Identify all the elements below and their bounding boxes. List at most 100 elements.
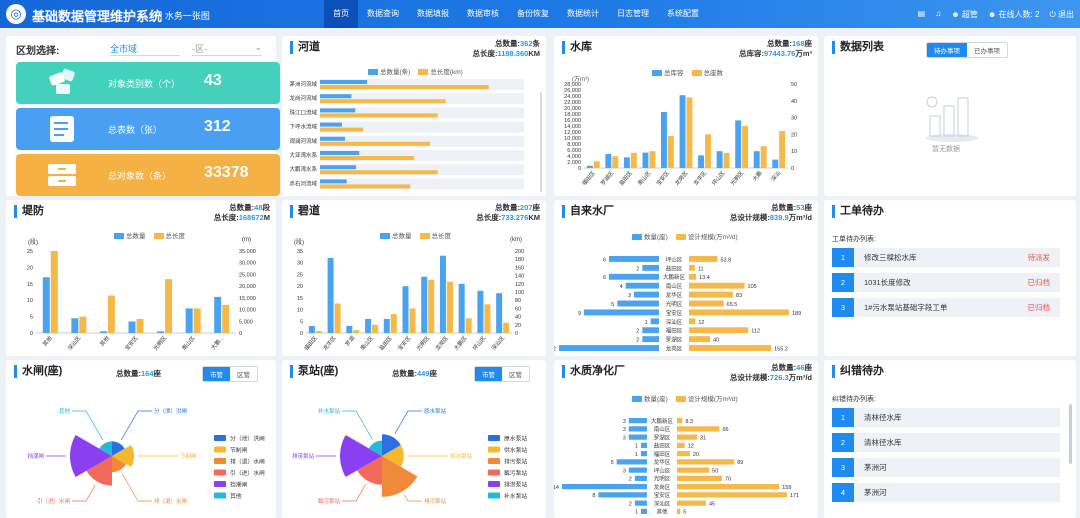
bar [320, 94, 352, 99]
bar [193, 308, 201, 333]
y-tick: 0 [300, 331, 303, 337]
bar [689, 336, 711, 343]
stat-value: 43 [204, 72, 222, 89]
logout-button[interactable]: ⏻ 退出 [1049, 10, 1074, 19]
x-tick: 宝安区 [123, 334, 140, 352]
bar [584, 309, 659, 316]
bar [157, 331, 165, 333]
tab-done[interactable]: 已办事项 [967, 43, 1007, 57]
scrollbar[interactable] [540, 92, 542, 192]
nav-item[interactable]: 数据填报 [417, 9, 449, 18]
bar [136, 318, 144, 333]
data-label: 53.8 [720, 257, 731, 263]
stat-objects[interactable]: 总对象数（条） 33378 [16, 154, 280, 196]
y-tick: 0 [30, 331, 33, 337]
slice-label: 排（退）水闸 [154, 497, 187, 505]
nav-item[interactable]: 日志管理 [617, 9, 649, 18]
axis-unit: (段) [294, 240, 304, 246]
bar [334, 303, 341, 333]
list-item[interactable]: 2 清林径水库 [832, 433, 1060, 452]
x-tick: 深汕区 [66, 334, 83, 352]
category-label: 福田区 [654, 450, 671, 458]
y2-tick: 80 [515, 298, 521, 304]
category-label: 盐田区 [654, 442, 671, 450]
bar [315, 330, 322, 333]
y-tick: 4,000 [567, 154, 581, 160]
nav-item[interactable]: 首页 [324, 0, 358, 28]
data-label: 8 [592, 493, 595, 499]
tab-district[interactable]: 区管 [230, 367, 257, 381]
bar [735, 120, 742, 168]
pump-rose-chart: 原水泵站供水泵站排污泵站截污泵站排涝泵站补水泵站原水泵站供水泵站排污泵站截污泵站… [292, 407, 527, 505]
legend-swatch [214, 492, 226, 499]
tab-city[interactable]: 市管 [475, 367, 502, 381]
purify-plant-card: 水质净化厂 总数量:46座 总设计规模:726.3万m³/d 数量(座) 设计规模… [554, 360, 818, 518]
empty-text: 暂无数据 [932, 146, 960, 153]
y2-tick: 30,000 [239, 261, 256, 267]
bar [642, 327, 659, 334]
list-item[interactable]: 3 1#污水泵站基础字段工单 已归档 [832, 298, 1060, 317]
bar [609, 256, 659, 262]
bar [689, 291, 733, 298]
list-item[interactable]: 1 清林径水库 [832, 408, 1060, 427]
list-item[interactable]: 1 修改三樑松水库 待派发 [832, 248, 1060, 267]
district-select[interactable]: -区- ⌄ [192, 42, 262, 56]
bar [628, 426, 647, 432]
legend-swatch [214, 469, 226, 476]
book-icon[interactable]: ▤ [917, 9, 926, 18]
x-tick: 盐田区 [617, 169, 634, 187]
rose-slice [70, 435, 112, 477]
x-tick: 罗湖 [343, 334, 357, 348]
y2-tick: 60 [515, 306, 521, 312]
y-tick: 20 [27, 265, 33, 271]
nav-item[interactable]: 备份恢复 [517, 9, 549, 18]
bar [628, 418, 647, 424]
nav-item[interactable]: 系统配置 [667, 9, 699, 18]
bar [477, 290, 484, 333]
bell-icon[interactable]: ♫ [935, 9, 942, 18]
nav-item[interactable]: 数据审核 [467, 9, 499, 18]
rose-slice [340, 435, 382, 477]
y2-tick: 120 [515, 282, 524, 288]
chart-legend: 总数量 总长度 [380, 230, 451, 240]
list-item[interactable]: 2 1031长度修改 已归档 [832, 273, 1060, 292]
scrollbar[interactable] [1069, 404, 1072, 464]
tab-todo[interactable]: 待办事项 [927, 43, 967, 57]
power-icon: ⏻ [1049, 10, 1056, 19]
y-tick: 10,000 [564, 136, 581, 142]
rose-slice [382, 434, 401, 456]
y-tick: 2,000 [567, 160, 581, 166]
tab-city[interactable]: 市管 [203, 367, 230, 381]
online-count: ☻ 在线人数: 2 [987, 10, 1040, 19]
y2-tick: 0 [515, 331, 518, 337]
list-item[interactable]: 4 茅洲河 [832, 483, 1060, 502]
bar [320, 179, 347, 184]
y2-tick: 50 [791, 82, 797, 88]
bar [640, 451, 647, 457]
bar [689, 327, 749, 334]
card-title: 水闸(座) [14, 365, 62, 378]
data-label: 14 [554, 485, 559, 491]
user-name[interactable]: ☻ 超管 [951, 10, 978, 19]
rose-slice [382, 445, 404, 467]
bar [484, 304, 491, 333]
rose-slice [382, 456, 418, 497]
list-item[interactable]: 3 茅洲河 [832, 458, 1060, 477]
slice-label: 排污泵站 [424, 497, 447, 505]
stat-tables[interactable]: 总表数（张） 312 [16, 108, 280, 150]
data-label: 89 [737, 460, 743, 466]
stat-category[interactable]: 对象类别数（个） 43 [16, 62, 280, 104]
nav-item[interactable]: 数据查询 [367, 9, 399, 18]
bar [689, 345, 772, 351]
bar [628, 467, 647, 473]
bar [679, 95, 686, 168]
nav-item[interactable]: 数据统计 [567, 9, 599, 18]
tab-district[interactable]: 区管 [502, 367, 529, 381]
list-number: 3 [832, 298, 854, 317]
card-title: 自来水厂 [562, 205, 614, 218]
category-label: 南山区 [654, 425, 671, 433]
y-tick: 15 [297, 296, 303, 302]
y-tick: 22,000 [564, 100, 581, 106]
bar [439, 255, 446, 333]
city-select[interactable]: 全市域 [110, 42, 180, 56]
